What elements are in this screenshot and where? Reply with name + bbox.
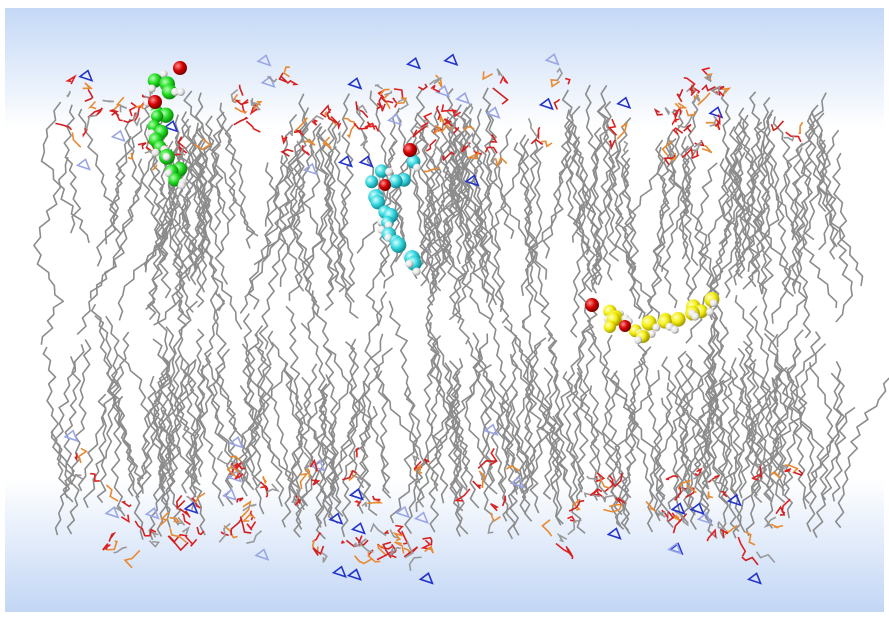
atom xyxy=(365,175,378,188)
atom xyxy=(585,298,599,312)
atom xyxy=(634,336,642,344)
molecular-scene xyxy=(0,0,889,621)
atom xyxy=(152,149,160,157)
atom xyxy=(710,299,718,307)
atom xyxy=(148,85,156,93)
atom xyxy=(148,95,162,109)
atom xyxy=(691,313,699,321)
atom xyxy=(413,267,421,275)
atom xyxy=(619,320,631,332)
atom xyxy=(403,143,417,157)
atom xyxy=(379,179,391,191)
atom xyxy=(671,326,679,334)
atom xyxy=(178,181,186,189)
head-bond xyxy=(103,100,114,101)
atom xyxy=(706,308,714,316)
background xyxy=(5,8,884,612)
atom xyxy=(405,260,413,268)
atom xyxy=(177,88,185,96)
atom xyxy=(173,61,187,75)
atom xyxy=(385,168,393,176)
atom xyxy=(652,323,660,331)
atom xyxy=(391,237,407,253)
atom xyxy=(413,164,421,172)
atom xyxy=(604,321,616,333)
atom xyxy=(163,153,171,161)
atom xyxy=(671,312,686,327)
